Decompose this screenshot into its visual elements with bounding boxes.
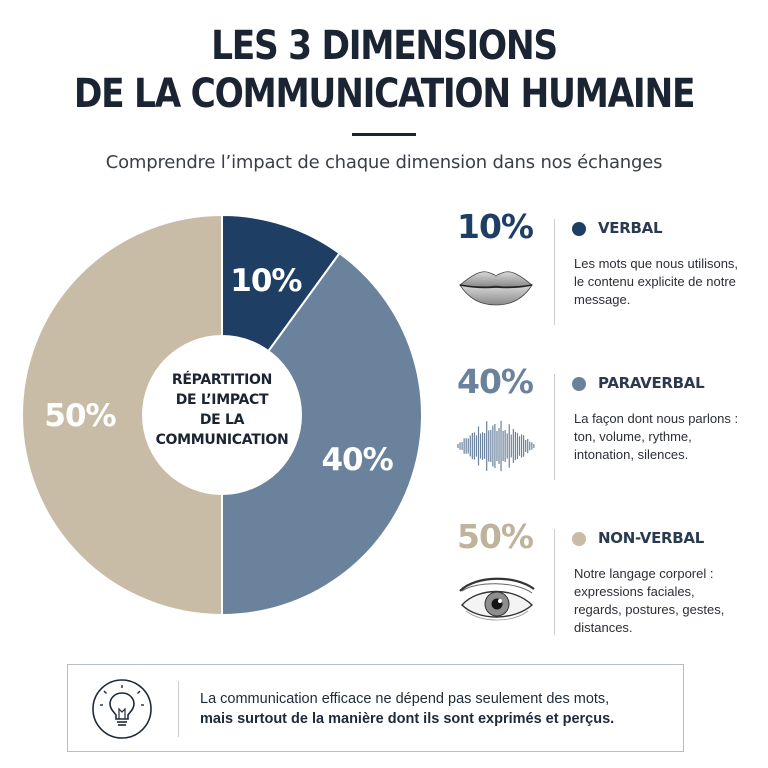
key-message-line-2: mais surtout de la manière dont ils sont… — [200, 711, 615, 727]
legend-separator — [554, 529, 555, 635]
legend-dot-paraverbal — [572, 377, 586, 391]
donut-hole — [142, 335, 302, 495]
legend-separator — [554, 374, 555, 480]
title-line-1: LES 3 DIMENSIONS — [211, 23, 558, 69]
legend-percent-non-verbal: 50% — [457, 517, 534, 556]
legend-dot-verbal — [572, 222, 586, 236]
page-subtitle: Comprendre l’impact de chaque dimension … — [105, 152, 663, 173]
key-message-text: La communication efficace ne dépend pas … — [200, 689, 670, 729]
center-label-line: DE L’IMPACT — [176, 392, 269, 408]
footer-separator — [178, 681, 179, 737]
key-message-box: La communication efficace ne dépend pas … — [67, 664, 684, 752]
legend-percent-verbal: 10% — [457, 207, 534, 246]
title-line-2: DE LA COMMUNICATION HUMAINE — [73, 71, 696, 117]
center-label-line: DE LA — [200, 412, 245, 428]
pie-slice-paraverbal — [221, 251, 423, 617]
legend-row-paraverbal: 40% PARAVERBAL La façon dont nous parlon… — [444, 360, 744, 490]
center-label-line: RÉPARTITION — [172, 371, 272, 388]
slice-label-paraverbal: 40% — [321, 442, 393, 478]
legend-label-paraverbal: PARAVERBAL — [598, 374, 705, 392]
legend-dot-non-verbal — [572, 532, 586, 546]
legend-percent-paraverbal: 40% — [457, 362, 534, 401]
legend-separator — [554, 219, 555, 325]
lips-icon — [459, 271, 533, 306]
legend-desc-verbal: Les mots que nous utilisons, le contenu … — [574, 256, 739, 307]
page-title: LES 3 DIMENSIONS DE LA COMMUNICATION HUM… — [54, 22, 714, 118]
slice-label-non-verbal: 50% — [44, 398, 116, 434]
legend-desc-paraverbal: La façon dont nous parlons : ton, volume… — [574, 411, 739, 462]
legend-row-verbal: 10% VERBAL Les mots que nous utilisons, … — [444, 205, 744, 335]
center-label-line: COMMUNICATION — [156, 432, 289, 448]
key-message-line-1: La communication efficace ne dépend pas … — [200, 691, 610, 707]
donut-chart: 10% 40% 50% RÉPARTITION DE L’IMPACT DE LA COMM… — [21, 213, 423, 617]
pie-slice-non-verbal — [21, 213, 223, 617]
slice-label-verbal: 10% — [230, 263, 302, 299]
sound-wave-icon — [457, 420, 535, 472]
legend-row-non-verbal: 50% NON-VERBAL Notre langage corporel : … — [444, 515, 744, 645]
title-divider — [352, 133, 416, 136]
legend-desc-non-verbal: Notre langage corporel : expressions fac… — [574, 566, 725, 635]
legend-label-verbal: VERBAL — [598, 219, 663, 237]
lightbulb-icon — [92, 679, 152, 739]
legend-label-non-verbal: NON-VERBAL — [598, 529, 704, 547]
eye-icon — [459, 577, 535, 621]
